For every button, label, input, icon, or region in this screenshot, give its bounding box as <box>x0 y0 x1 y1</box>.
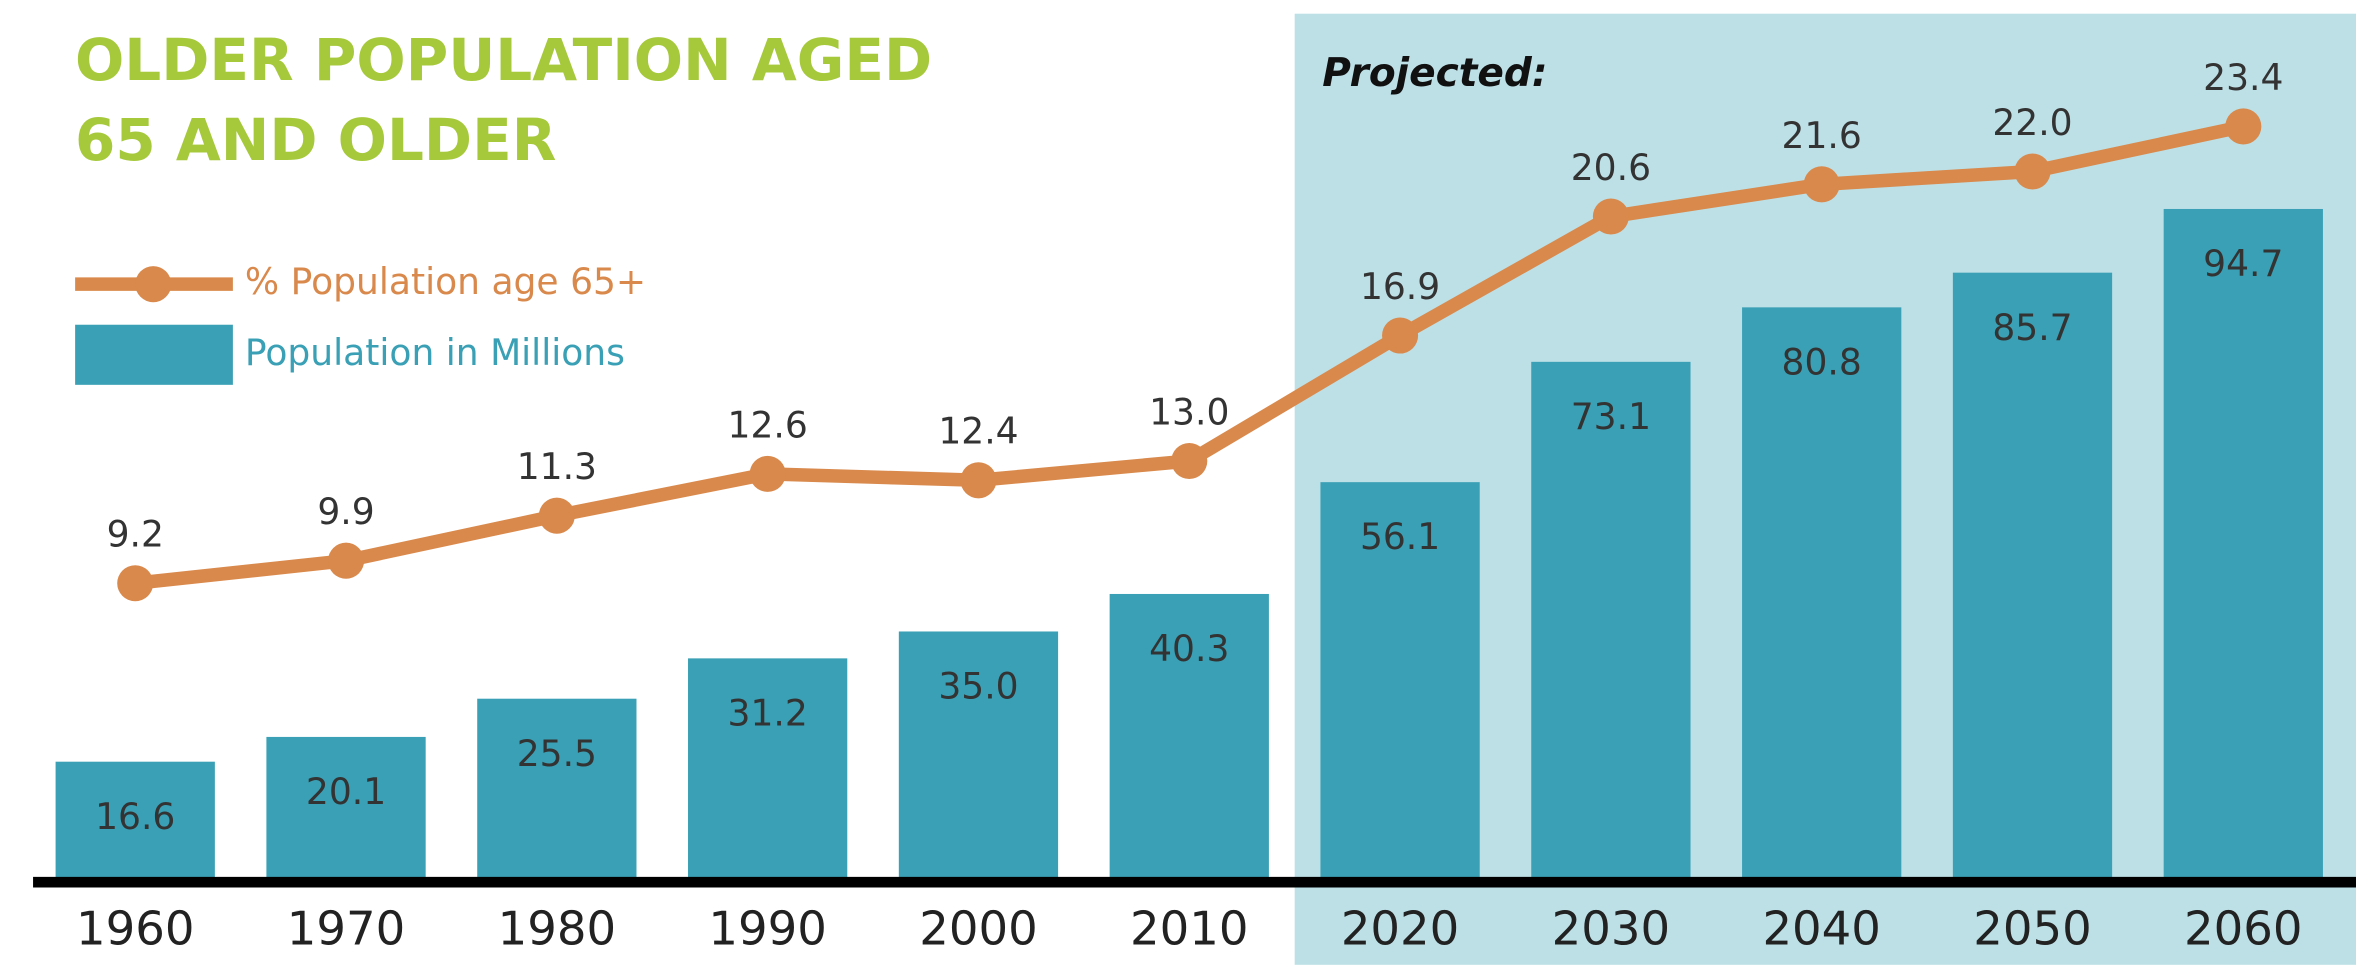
bar <box>55 761 215 880</box>
x-tick-label: 1990 <box>708 901 827 955</box>
bar-value-label: 31.2 <box>728 692 808 734</box>
line-point <box>1803 166 1840 203</box>
bar <box>1320 482 1480 880</box>
bar <box>477 698 637 880</box>
x-tick-label: 2040 <box>1762 901 1881 955</box>
line-value-label: 9.9 <box>317 491 374 533</box>
x-tick-label: 2000 <box>919 901 1037 955</box>
bar-value-label: 16.6 <box>95 796 175 838</box>
line-value-label: 22.0 <box>1992 102 2072 144</box>
line-value-label: 13.0 <box>1149 391 1229 433</box>
bar <box>266 736 426 880</box>
bar <box>1952 272 2113 880</box>
line-point <box>538 497 575 534</box>
line-point <box>2014 153 2051 190</box>
line-value-label: 12.4 <box>938 411 1018 453</box>
x-tick-label: 1970 <box>287 901 406 955</box>
line-point <box>749 455 786 492</box>
bar <box>1109 593 1269 880</box>
bar <box>688 658 848 880</box>
bar-value-label: 40.3 <box>1149 628 1229 670</box>
line-value-label: 21.6 <box>1782 115 1862 157</box>
line-point <box>1382 317 1419 354</box>
bar-value-label: 73.1 <box>1571 396 1651 438</box>
bar-value-label: 35.0 <box>938 666 1018 708</box>
line-value-label: 11.3 <box>517 446 597 488</box>
x-tick-label: 2020 <box>1341 901 1460 955</box>
x-tick-label: 2010 <box>1130 901 1249 955</box>
bar-value-label: 25.5 <box>517 733 597 775</box>
x-tick-label: 2030 <box>1552 901 1671 955</box>
x-tick-label: 1980 <box>498 901 617 955</box>
line-point <box>960 462 997 499</box>
bar <box>1742 307 1902 880</box>
line-value-label: 20.6 <box>1571 147 1651 189</box>
legend-swatch <box>75 324 233 385</box>
bar <box>898 631 1059 880</box>
line-value-label: 12.6 <box>728 404 808 446</box>
line-point <box>1171 442 1208 480</box>
chart-title: OLDER POPULATION AGED 65 AND OLDER <box>75 26 933 174</box>
legend-marker <box>135 266 172 303</box>
line-value-label: 23.4 <box>2203 57 2283 99</box>
line-point <box>2225 108 2262 145</box>
bar-value-label: 94.7 <box>2203 243 2283 285</box>
line-point <box>1592 198 1629 235</box>
annotation: Projected: <box>1322 51 1547 96</box>
line-point <box>117 565 154 602</box>
bar <box>2163 208 2323 880</box>
bar-value-label: 20.1 <box>306 771 386 813</box>
line-point <box>328 542 365 579</box>
x-tick-label: 1960 <box>76 901 195 955</box>
x-tick-label: 2050 <box>1973 901 2091 955</box>
bar <box>1531 361 1691 880</box>
legend-label: % Population age 65+ <box>245 261 646 303</box>
bar-value-label: 56.1 <box>1360 516 1440 558</box>
line-value-label: 16.9 <box>1360 266 1440 308</box>
legend-label: Population in Millions <box>245 332 625 374</box>
line-value-label: 9.2 <box>107 514 164 556</box>
bar-value-label: 85.7 <box>1992 307 2072 349</box>
bar-value-label: 80.8 <box>1782 341 1862 383</box>
x-tick-label: 2060 <box>2184 901 2303 955</box>
